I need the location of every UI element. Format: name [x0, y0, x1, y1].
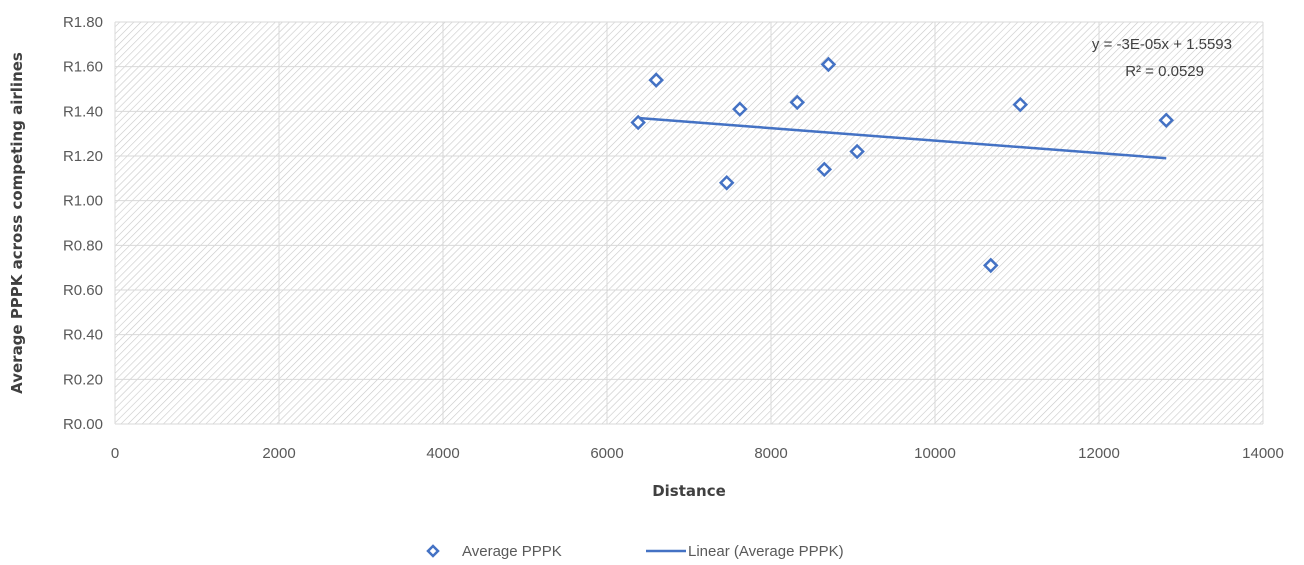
y-axis-ticks: R0.00 R0.20 R0.40 R0.60 R0.80 R1.00 R1.20 R1.40…: [63, 14, 103, 433]
x-tick-label: 0: [111, 445, 119, 462]
data-point-marker: [630, 114, 646, 131]
x-tick-label: 10000: [914, 445, 956, 462]
x-tick-label: 8000: [754, 445, 787, 462]
y-tick-label: R1.80: [63, 14, 103, 31]
x-tick-label: 12000: [1078, 445, 1120, 462]
y-axis-title: Average PPPK across competing airlines: [8, 52, 26, 394]
y-tick-label: R0.20: [63, 371, 103, 388]
x-axis-title: Distance: [652, 482, 726, 500]
gridlines: [114, 21, 1264, 425]
y-tick-label: R1.60: [63, 59, 103, 76]
trendline-line: [638, 116, 1167, 160]
x-axis-ticks: 0 2000 4000 6000 8000 10000 12000 14000: [111, 445, 1284, 462]
legend: Average PPPK Linear (Average PPPK): [426, 543, 844, 560]
trendline-r-squared: R² = 0.0529: [1125, 63, 1204, 80]
x-tick-label: 2000: [262, 445, 295, 462]
x-tick-label: 14000: [1242, 445, 1284, 462]
data-point-marker: [648, 72, 664, 88]
data-point-marker: [820, 56, 837, 73]
data-point-marker: [1158, 112, 1175, 129]
y-tick-label: R0.60: [63, 282, 103, 299]
data-points: [630, 56, 1175, 274]
data-point-marker: [789, 94, 806, 111]
y-tick-label: R1.00: [63, 193, 103, 210]
data-point-marker: [816, 161, 833, 178]
x-tick-label: 4000: [426, 445, 459, 462]
plot-area: [115, 22, 1263, 424]
y-tick-label: R1.40: [63, 103, 103, 120]
x-tick-label: 6000: [590, 445, 623, 462]
trendline-equation: y = -3E-05x + 1.5593: [1092, 36, 1232, 53]
legend-label-trendline: Linear (Average PPPK): [688, 543, 844, 560]
y-tick-label: R0.00: [63, 416, 103, 433]
data-point-marker: [849, 143, 865, 160]
data-point-marker: [732, 101, 748, 117]
data-point-marker: [1012, 96, 1029, 113]
y-tick-label: R1.20: [63, 148, 103, 165]
y-tick-label: R0.80: [63, 237, 103, 254]
legend-label-scatter: Average PPPK: [462, 543, 562, 560]
data-point-marker: [982, 257, 999, 274]
legend-diamond-marker: [426, 544, 440, 558]
y-tick-label: R0.40: [63, 327, 103, 344]
data-point-marker: [718, 175, 735, 191]
trendline: [638, 116, 1167, 160]
